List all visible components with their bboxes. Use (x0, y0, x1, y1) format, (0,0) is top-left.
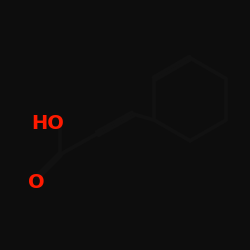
Text: HO: HO (31, 114, 64, 132)
Text: O: O (28, 173, 44, 192)
